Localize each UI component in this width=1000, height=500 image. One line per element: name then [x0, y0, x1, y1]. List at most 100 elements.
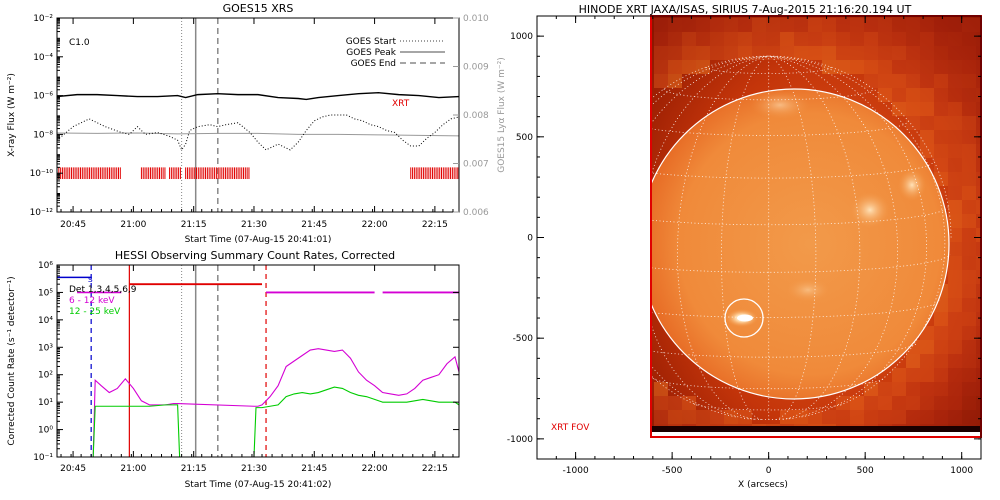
xrt-pixel-block [920, 88, 934, 102]
xrt-pixel-block [962, 354, 976, 368]
goes-y-tick-label: 10⁻¹⁰ [30, 169, 54, 179]
xrt-pixel-block [962, 60, 976, 74]
xrt-x-tick-label: -1000 [563, 466, 589, 476]
xrt-pixel-block [822, 60, 836, 74]
xrt-pixel-block [906, 368, 920, 382]
active-region-center [786, 278, 830, 302]
hessi-x-axis: 20:45 21:00 21:15 21:30 21:45 22:00 22:15 [60, 265, 454, 474]
xrt-pixel-block [738, 18, 752, 32]
hessi-x-tick-label: 21:30 [241, 464, 267, 474]
xrt-pixel-block [892, 382, 906, 396]
xrt-pixel-block [864, 396, 878, 410]
xrt-pixel-block [906, 74, 920, 88]
goes-y2-tick-label: 0.009 [463, 63, 489, 73]
longitude-line [768, 55, 928, 418]
xrt-pixel-block [962, 46, 976, 60]
xrt-pixel-block [976, 368, 980, 382]
xrt-pixel-block [724, 32, 738, 46]
xrt-pixel-block [976, 326, 980, 340]
xrt-pixel-block [920, 396, 934, 410]
goes-x-label: Start Time (07-Aug-15 20:41:01) [185, 235, 332, 245]
xrt-pixel-block [934, 18, 948, 32]
xrt-pixel-block [976, 256, 980, 270]
xrt-pixel-block [976, 242, 980, 256]
xrt-pixel-block [962, 88, 976, 102]
xrt-pixel-block [976, 186, 980, 200]
xrt-pixel-block [696, 32, 710, 46]
xrt-pixel-block [962, 410, 976, 424]
xrt-y-tick-label: 500 [516, 133, 533, 143]
xrt-pixel-block [976, 396, 980, 410]
xrt-pixel-block [668, 46, 682, 60]
xrt-pixel-block [668, 32, 682, 46]
xrt-pixel-block [864, 410, 878, 424]
xrt-pixel-block [962, 312, 976, 326]
hessi-series-hessi_6_12 [92, 348, 460, 458]
xrt-pixel-block [948, 228, 962, 242]
xrt-pixel-block [934, 60, 948, 74]
xrt-coverage-segment [140, 167, 166, 180]
xrt-pixel-block [682, 32, 696, 46]
xrt-pixel-block [696, 18, 710, 32]
xrt-pixel-block [906, 46, 920, 60]
longitude-line [721, 55, 769, 420]
xrt-coverage-segment [56, 167, 121, 180]
xrt-x-tick-label: 1000 [950, 466, 973, 476]
goes-panel: GOES15 XRS C1.0 XRT GOES Start GOES Peak… [7, 2, 507, 245]
xrt-pixel-block [668, 18, 682, 32]
xrt-pixel-block [948, 312, 962, 326]
xrt-pixel-block [976, 270, 980, 284]
xrt-pixel-block [878, 88, 892, 102]
goes-class-label: C1.0 [69, 38, 90, 48]
xrt-pixel-block [654, 74, 668, 88]
active-region-north [750, 91, 810, 119]
xrt-pixel-block [682, 46, 696, 60]
xrt-pixel-block [822, 18, 836, 32]
flare-circle [724, 298, 764, 338]
solar-limb [652, 88, 950, 400]
goes-legend: GOES Start GOES Peak GOES End [346, 37, 445, 69]
xrt-pixel-block [892, 410, 906, 424]
hessi-title: HESSI Observing Summary Count Rates, Cor… [115, 249, 395, 262]
xrt-pixel-block [920, 340, 934, 354]
xrt-pixel-block [822, 46, 836, 60]
goes-x-tick-label: 22:00 [362, 220, 388, 230]
xrt-pixel-block [906, 116, 920, 130]
xrt-pixel-block [962, 326, 976, 340]
xrt-pixel-block [976, 228, 980, 242]
goes-x-tick-label: 21:15 [181, 220, 207, 230]
hessi-y-tick-label: 10⁴ [38, 316, 53, 326]
xrt-pixel-block [696, 410, 710, 424]
xrt-image [652, 16, 980, 432]
xrt-pixel-block [962, 102, 976, 116]
goes-x-tick-label: 22:15 [422, 220, 448, 230]
xrt-pixel-block [948, 214, 962, 228]
xrt-pixel-block [976, 214, 980, 228]
xrt-pixel-block [710, 32, 724, 46]
xrt-x-tick-label: -500 [662, 466, 683, 476]
hessi-y-tick-label: 10² [38, 371, 53, 381]
xrt-pixel-block [710, 46, 724, 60]
goes-legend-peak-label: GOES Peak [346, 48, 396, 58]
hessi-y-label: Corrected Count Rate (s⁻¹ detector⁻¹) [7, 276, 17, 445]
xrt-pixel-block [878, 410, 892, 424]
xrt-pixel-block [906, 32, 920, 46]
flare-core [737, 314, 753, 322]
goes-y-tick-label: 10⁻⁶ [33, 92, 53, 102]
xrt-pixel-block [878, 18, 892, 32]
xrt-pixel-block [962, 382, 976, 396]
goes-x-tick-label: 20:45 [60, 220, 86, 230]
xrt-pixel-block [668, 410, 682, 424]
xrt-pixel-block [948, 186, 962, 200]
xrt-pixel-block [976, 74, 980, 88]
xrt-pixel-block [976, 102, 980, 116]
xrt-pixel-block [864, 46, 878, 60]
xrt-pixel-block [934, 88, 948, 102]
xrt-pixel-block [948, 116, 962, 130]
xrt-pixel-block [962, 214, 976, 228]
xrt-pixel-block [948, 326, 962, 340]
xrt-pixel-block [948, 368, 962, 382]
xrt-coverage-segment [169, 167, 181, 180]
xrt-pixel-block [878, 60, 892, 74]
